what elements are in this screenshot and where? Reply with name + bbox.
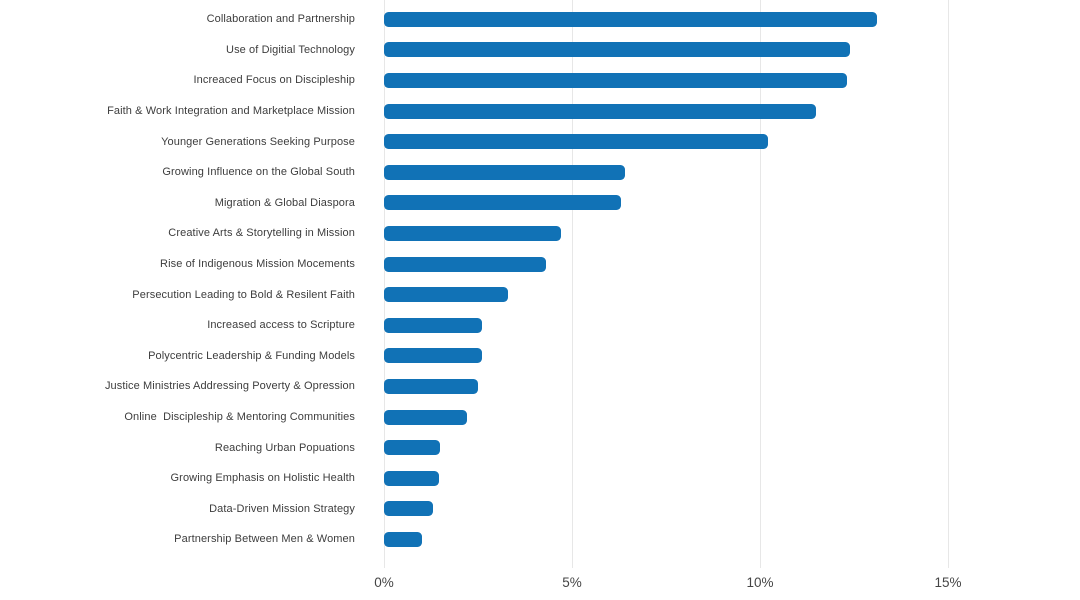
bar-area: [384, 134, 1080, 150]
bar-area: [384, 378, 1080, 394]
chart-row: Online Discipleship & Mentoring Communit…: [0, 402, 1080, 433]
category-label: Increased access to Scripture: [207, 319, 355, 332]
bar-area: [384, 317, 1080, 333]
category-label: Increaced Focus on Discipleship: [193, 74, 355, 87]
chart-row: Increaced Focus on Discipleship: [0, 65, 1080, 96]
x-tick-label: 5%: [562, 575, 582, 590]
category-label: Rise of Indigenous Mission Mocements: [160, 258, 355, 270]
chart-row: Partnership Between Men & Women: [0, 524, 1080, 555]
gridline: [572, 0, 573, 568]
x-tick-label: 10%: [746, 575, 774, 590]
gridline: [760, 0, 761, 568]
gridline: [384, 0, 385, 568]
bar: [384, 470, 439, 486]
category-label: Growing Emphasis on Holistic Health: [170, 472, 355, 485]
chart-row: Faith & Work Integration and Marketplace…: [0, 96, 1080, 127]
category-label: Online Discipleship & Mentoring Communit…: [124, 410, 355, 423]
category-label: Faith & Work Integration and Marketplace…: [107, 105, 355, 118]
bar-area: [384, 287, 1080, 303]
category-label: Partnership Between Men & Women: [174, 533, 355, 546]
chart-row: Data-Driven Mission Strategy: [0, 494, 1080, 525]
category-label: Reaching Urban Popuations: [214, 441, 355, 454]
chart-row: Growing Emphasis on Holistic Health: [0, 463, 1080, 494]
gridlines: [384, 0, 1080, 568]
category-label: Creative Arts & Storytelling in Mission: [168, 227, 355, 240]
bar-area: [384, 256, 1080, 272]
bar: [384, 440, 441, 456]
chart-row: Younger Generations Seeking Purpose: [0, 126, 1080, 157]
bar: [384, 72, 847, 88]
chart-rows: Collaboration and Partnership Use of Dig…: [0, 4, 1080, 555]
x-tick-label: 0%: [374, 575, 394, 590]
bar: [384, 134, 768, 150]
chart-row: Use of Digitial Technology: [0, 35, 1080, 66]
bar-area: [384, 501, 1080, 517]
chart-row: Creative Arts & Storytelling in Mission: [0, 218, 1080, 249]
bar-area: [384, 72, 1080, 88]
category-label: Justice Ministries Addressing Poverty & …: [104, 380, 355, 393]
bar-area: [384, 11, 1080, 27]
chart-row: Collaboration and Partnership: [0, 4, 1080, 35]
bar: [384, 11, 877, 27]
category-label: Growing Influence on the Global South: [162, 166, 355, 179]
category-label: Collaboration and Partnership: [206, 13, 355, 26]
bar: [384, 531, 422, 547]
bar: [384, 317, 482, 333]
category-label: Persecution Leading to Bold & Resilent F…: [132, 288, 355, 301]
bar: [384, 348, 482, 364]
bar: [384, 256, 546, 272]
gridline: [948, 0, 949, 568]
bar-area: [384, 440, 1080, 456]
chart-row: Migration & Global Diaspora: [0, 188, 1080, 219]
bar: [384, 501, 433, 517]
x-tick-label: 15%: [934, 575, 962, 590]
bar: [384, 287, 509, 303]
bar: [384, 195, 621, 211]
category-label: Younger Generations Seeking Purpose: [161, 135, 355, 148]
chart-row: Rise of Indigenous Mission Mocements: [0, 249, 1080, 280]
category-label: Migration & Global Diaspora: [214, 196, 355, 209]
bar-area: [384, 42, 1080, 58]
bar-area: [384, 348, 1080, 364]
bar-area: [384, 195, 1080, 211]
bar-area: [384, 103, 1080, 119]
bar: [384, 164, 625, 180]
category-label: Polycentric Leadership & Funding Models: [148, 349, 355, 362]
chart-row: Reaching Urban Popuations: [0, 432, 1080, 463]
category-label: Data-Driven Mission Strategy: [209, 502, 355, 515]
chart-row: Increased access to Scripture: [0, 310, 1080, 341]
chart-row: Persecution Leading to Bold & Resilent F…: [0, 279, 1080, 310]
bar-area: [384, 164, 1080, 180]
bar: [384, 225, 561, 241]
bar: [384, 378, 478, 394]
chart-row: Justice Ministries Addressing Poverty & …: [0, 371, 1080, 402]
category-label: Use of Digitial Technology: [226, 43, 355, 56]
bar-area: [384, 409, 1080, 425]
bar-area: [384, 225, 1080, 241]
chart-row: Growing Influence on the Global South: [0, 157, 1080, 188]
bar-area: [384, 531, 1080, 547]
x-axis: 0% 5% 10% 15%: [374, 575, 1080, 595]
bar: [384, 42, 851, 58]
bar-area: [384, 470, 1080, 486]
bar: [384, 103, 817, 119]
bar: [384, 409, 467, 425]
chart-row: Polycentric Leadership & Funding Models: [0, 341, 1080, 372]
